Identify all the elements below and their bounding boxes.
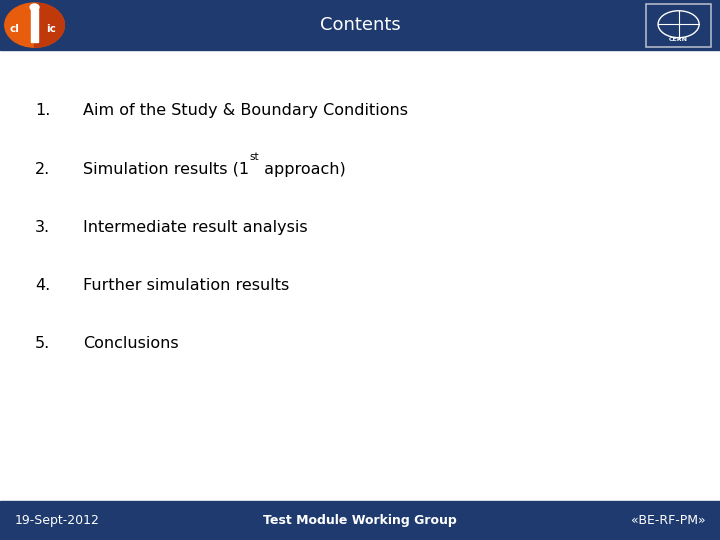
Text: approach): approach) [258,161,346,177]
Text: 5.: 5. [35,336,50,352]
Bar [0,0,720,50]
Text: st: st [249,152,258,162]
Text: Contents: Contents [320,16,400,34]
Text: 19-Sept-2012: 19-Sept-2012 [14,514,99,527]
Text: Aim of the Study & Boundary Conditions: Aim of the Study & Boundary Conditions [83,103,408,118]
Text: 1.: 1. [35,103,50,118]
Text: Further simulation results: Further simulation results [83,278,289,293]
Text: 2.: 2. [35,161,50,177]
Text: Test Module Working Group: Test Module Working Group [263,514,457,527]
Text: 4.: 4. [35,278,50,293]
Text: Conclusions: Conclusions [83,336,179,352]
Bar [0,501,720,540]
Text: 3.: 3. [35,220,50,235]
Text: Simulation results (1: Simulation results (1 [83,161,249,177]
Text: Intermediate result analysis: Intermediate result analysis [83,220,307,235]
Text: «BE-RF-PM»: «BE-RF-PM» [631,514,706,527]
